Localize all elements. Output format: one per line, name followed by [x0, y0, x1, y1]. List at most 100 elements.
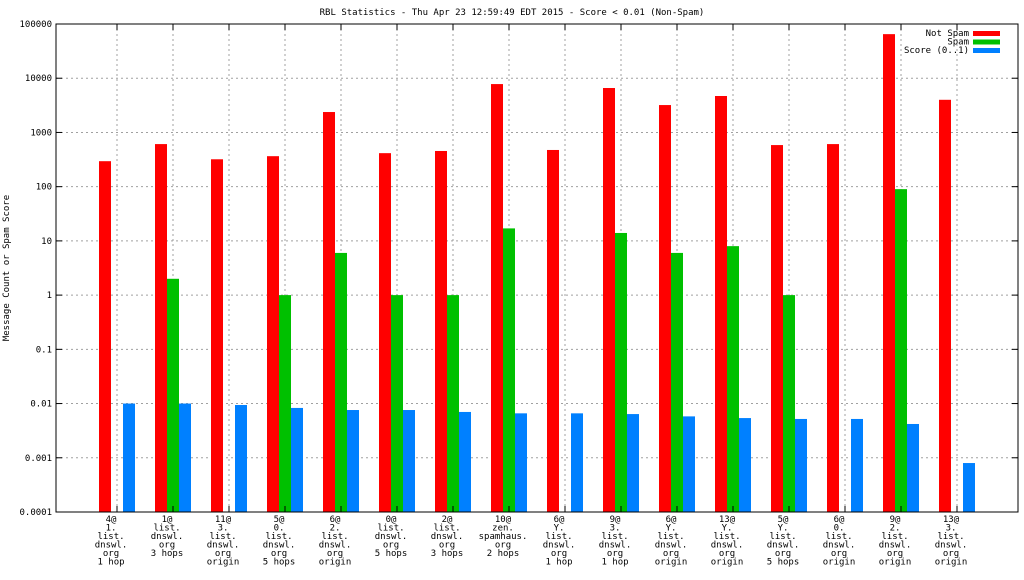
x-tick-label-line: list. — [769, 532, 796, 542]
x-tick-label-line: Y. — [778, 524, 789, 534]
bar-spam — [503, 228, 515, 512]
x-tick-label-line: dnswl. — [319, 541, 352, 551]
legend-swatch — [973, 31, 1000, 36]
bar-score — [683, 416, 695, 512]
x-tick-label-line: 6@ — [330, 515, 341, 525]
x-tick-label: 13@ 3. list. dnswl. org origin — [935, 515, 968, 568]
bar-spam — [615, 232, 627, 512]
x-tick-label-line: 3. — [946, 524, 957, 534]
bar-spam — [783, 295, 795, 512]
bar-not-spam — [435, 150, 447, 512]
x-tick-label-line: org — [775, 549, 791, 559]
bar-not-spam — [659, 105, 671, 513]
x-tick-label-line: org — [887, 549, 903, 559]
bar-score — [627, 414, 639, 512]
x-tick-label-line: 1. — [106, 524, 117, 534]
x-tick-label: 6@ Y. list. dnswl. org origin — [655, 515, 688, 568]
x-tick-label: 5@ Y. list. dnswl. org 5 hops — [767, 515, 800, 568]
bar-score — [795, 418, 807, 512]
x-tick-label-line: 10@ — [495, 515, 512, 525]
x-tick-label-line: 5 hops — [767, 558, 800, 568]
x-tick-label: 10@ zen. spamhaus. org 2 hops — [479, 515, 528, 559]
x-tick-label-line: Y. — [666, 524, 677, 534]
x-tick-label: 9@ 2. list. dnswl. org origin — [879, 515, 912, 568]
x-tick-label-line: dnswl. — [655, 541, 688, 551]
x-tick-label-line: origin — [207, 558, 240, 568]
x-tick-label-line: 5 hops — [375, 549, 408, 559]
bar-score — [179, 403, 191, 512]
x-tick-label-line: list. — [321, 532, 348, 542]
x-tick-label-line: 6@ — [554, 515, 565, 525]
x-tick-label-line: org — [943, 549, 959, 559]
x-tick-label-line: org — [663, 549, 679, 559]
x-tick-label-line: dnswl. — [151, 532, 184, 542]
bar-score — [459, 411, 471, 512]
x-tick-label-line: 1 hop — [97, 558, 124, 568]
bar-not-spam — [323, 112, 335, 512]
x-tick-label-line: origin — [823, 558, 856, 568]
y-axis-label: Message Count or Spam Score — [2, 195, 12, 341]
x-tick-label-line: dnswl. — [431, 532, 464, 542]
x-tick-label-line: 2. — [890, 524, 901, 534]
x-tick-label-line: 0. — [834, 524, 845, 534]
bar-spam — [671, 252, 683, 512]
legend-label: Spam — [947, 38, 969, 48]
y-tick-label: 100 — [36, 183, 52, 193]
x-tick-label: 6@ Y. list. dnswl. org 1 hop — [543, 515, 576, 568]
x-tick-label-line: list. — [153, 524, 180, 534]
x-tick-label-line: list. — [713, 532, 740, 542]
x-tick-label-line: 13@ — [719, 515, 736, 525]
bar-spam — [727, 246, 739, 513]
x-tick-label-line: Y. — [554, 524, 565, 534]
x-tick-label-line: list. — [601, 532, 628, 542]
y-tick-label: 1 — [47, 291, 52, 301]
x-tick-label-line: dnswl. — [879, 541, 912, 551]
x-tick-label-line: origin — [935, 558, 968, 568]
x-tick-label-line: dnswl. — [263, 541, 296, 551]
x-tick-label-line: 0@ — [386, 515, 397, 525]
bar-spam — [391, 295, 403, 512]
y-tick-label: 1000 — [30, 128, 52, 138]
x-tick-label-line: Y. — [722, 524, 733, 534]
x-tick-label-line: spamhaus. — [479, 532, 528, 542]
bar-not-spam — [603, 88, 615, 512]
bar-not-spam — [883, 34, 895, 512]
x-tick-label-line: 0. — [274, 524, 285, 534]
x-tick-label-line: dnswl. — [935, 541, 968, 551]
x-tick-label: 9@ 3. list. dnswl. org 1 hop — [599, 515, 632, 568]
x-tick-label-line: 1@ — [162, 515, 173, 525]
x-tick-label-line: 13@ — [943, 515, 960, 525]
x-tick-label: 11@ 3. list. dnswl. org origin — [207, 515, 240, 568]
legend-swatch — [973, 39, 1000, 45]
bar-spam — [167, 278, 179, 512]
x-tick-label-line: org — [551, 549, 567, 559]
x-tick-label-line: org — [271, 549, 287, 559]
x-tick-label-line: 5 hops — [263, 558, 296, 568]
bar-not-spam — [491, 84, 503, 512]
chart-title: RBL Statistics - Thu Apr 23 12:59:49 EDT… — [320, 8, 705, 18]
bar-score — [571, 413, 583, 512]
x-tick-label: 13@ Y. list. dnswl. org origin — [711, 515, 744, 568]
bar-score — [403, 410, 415, 512]
x-tick-label-line: 3 hops — [151, 549, 184, 559]
x-tick-label-line: 2@ — [442, 515, 453, 525]
x-tick-label: 6@ 0. list. dnswl. org origin — [823, 515, 856, 568]
x-tick-label-line: org — [607, 549, 623, 559]
x-tick-label-line: list. — [433, 524, 460, 534]
bar-score — [347, 410, 359, 512]
x-tick-label-line: org — [159, 541, 175, 551]
legend-label: Not Spam — [926, 29, 969, 39]
x-tick-label-line: 2. — [330, 524, 341, 534]
x-tick-label-line: zen. — [492, 524, 514, 534]
bar-not-spam — [771, 145, 783, 512]
x-tick-label-line: 3 hops — [431, 549, 464, 559]
x-tick-label-line: list. — [265, 532, 292, 542]
legend-label: Score (0..1) — [904, 46, 969, 56]
bar-spam — [447, 295, 459, 512]
x-tick-label-line: list. — [209, 532, 236, 542]
x-tick-label-line: 4@ — [106, 515, 117, 525]
x-tick-label-line: list. — [97, 532, 124, 542]
bar-score — [907, 423, 919, 512]
x-tick-label: 0@ list. dnswl. org 5 hops — [375, 515, 408, 559]
